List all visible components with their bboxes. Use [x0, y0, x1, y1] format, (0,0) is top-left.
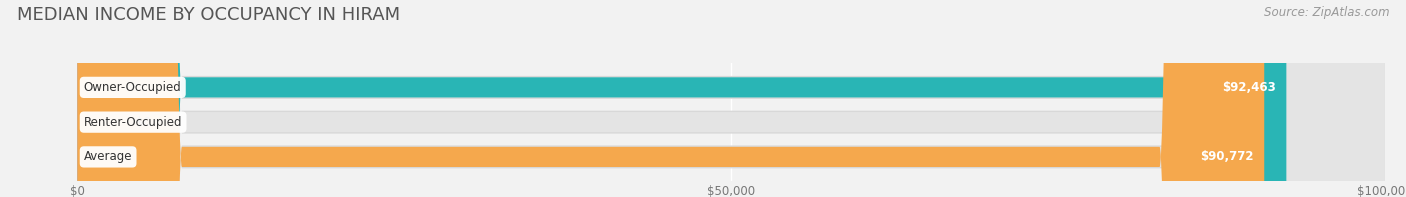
FancyBboxPatch shape	[77, 0, 1286, 197]
Text: $90,772: $90,772	[1201, 150, 1254, 163]
Text: Renter-Occupied: Renter-Occupied	[84, 116, 183, 129]
FancyBboxPatch shape	[77, 0, 1264, 197]
FancyBboxPatch shape	[77, 0, 1385, 197]
Text: Average: Average	[84, 150, 132, 163]
FancyBboxPatch shape	[77, 0, 129, 197]
Text: $0: $0	[136, 116, 150, 129]
FancyBboxPatch shape	[77, 0, 1385, 197]
Text: Owner-Occupied: Owner-Occupied	[84, 81, 181, 94]
Text: MEDIAN INCOME BY OCCUPANCY IN HIRAM: MEDIAN INCOME BY OCCUPANCY IN HIRAM	[17, 6, 399, 24]
Text: Source: ZipAtlas.com: Source: ZipAtlas.com	[1264, 6, 1389, 19]
FancyBboxPatch shape	[77, 0, 1385, 197]
FancyBboxPatch shape	[77, 0, 1385, 197]
Text: $92,463: $92,463	[1222, 81, 1275, 94]
FancyBboxPatch shape	[77, 0, 1385, 197]
FancyBboxPatch shape	[77, 0, 1385, 197]
